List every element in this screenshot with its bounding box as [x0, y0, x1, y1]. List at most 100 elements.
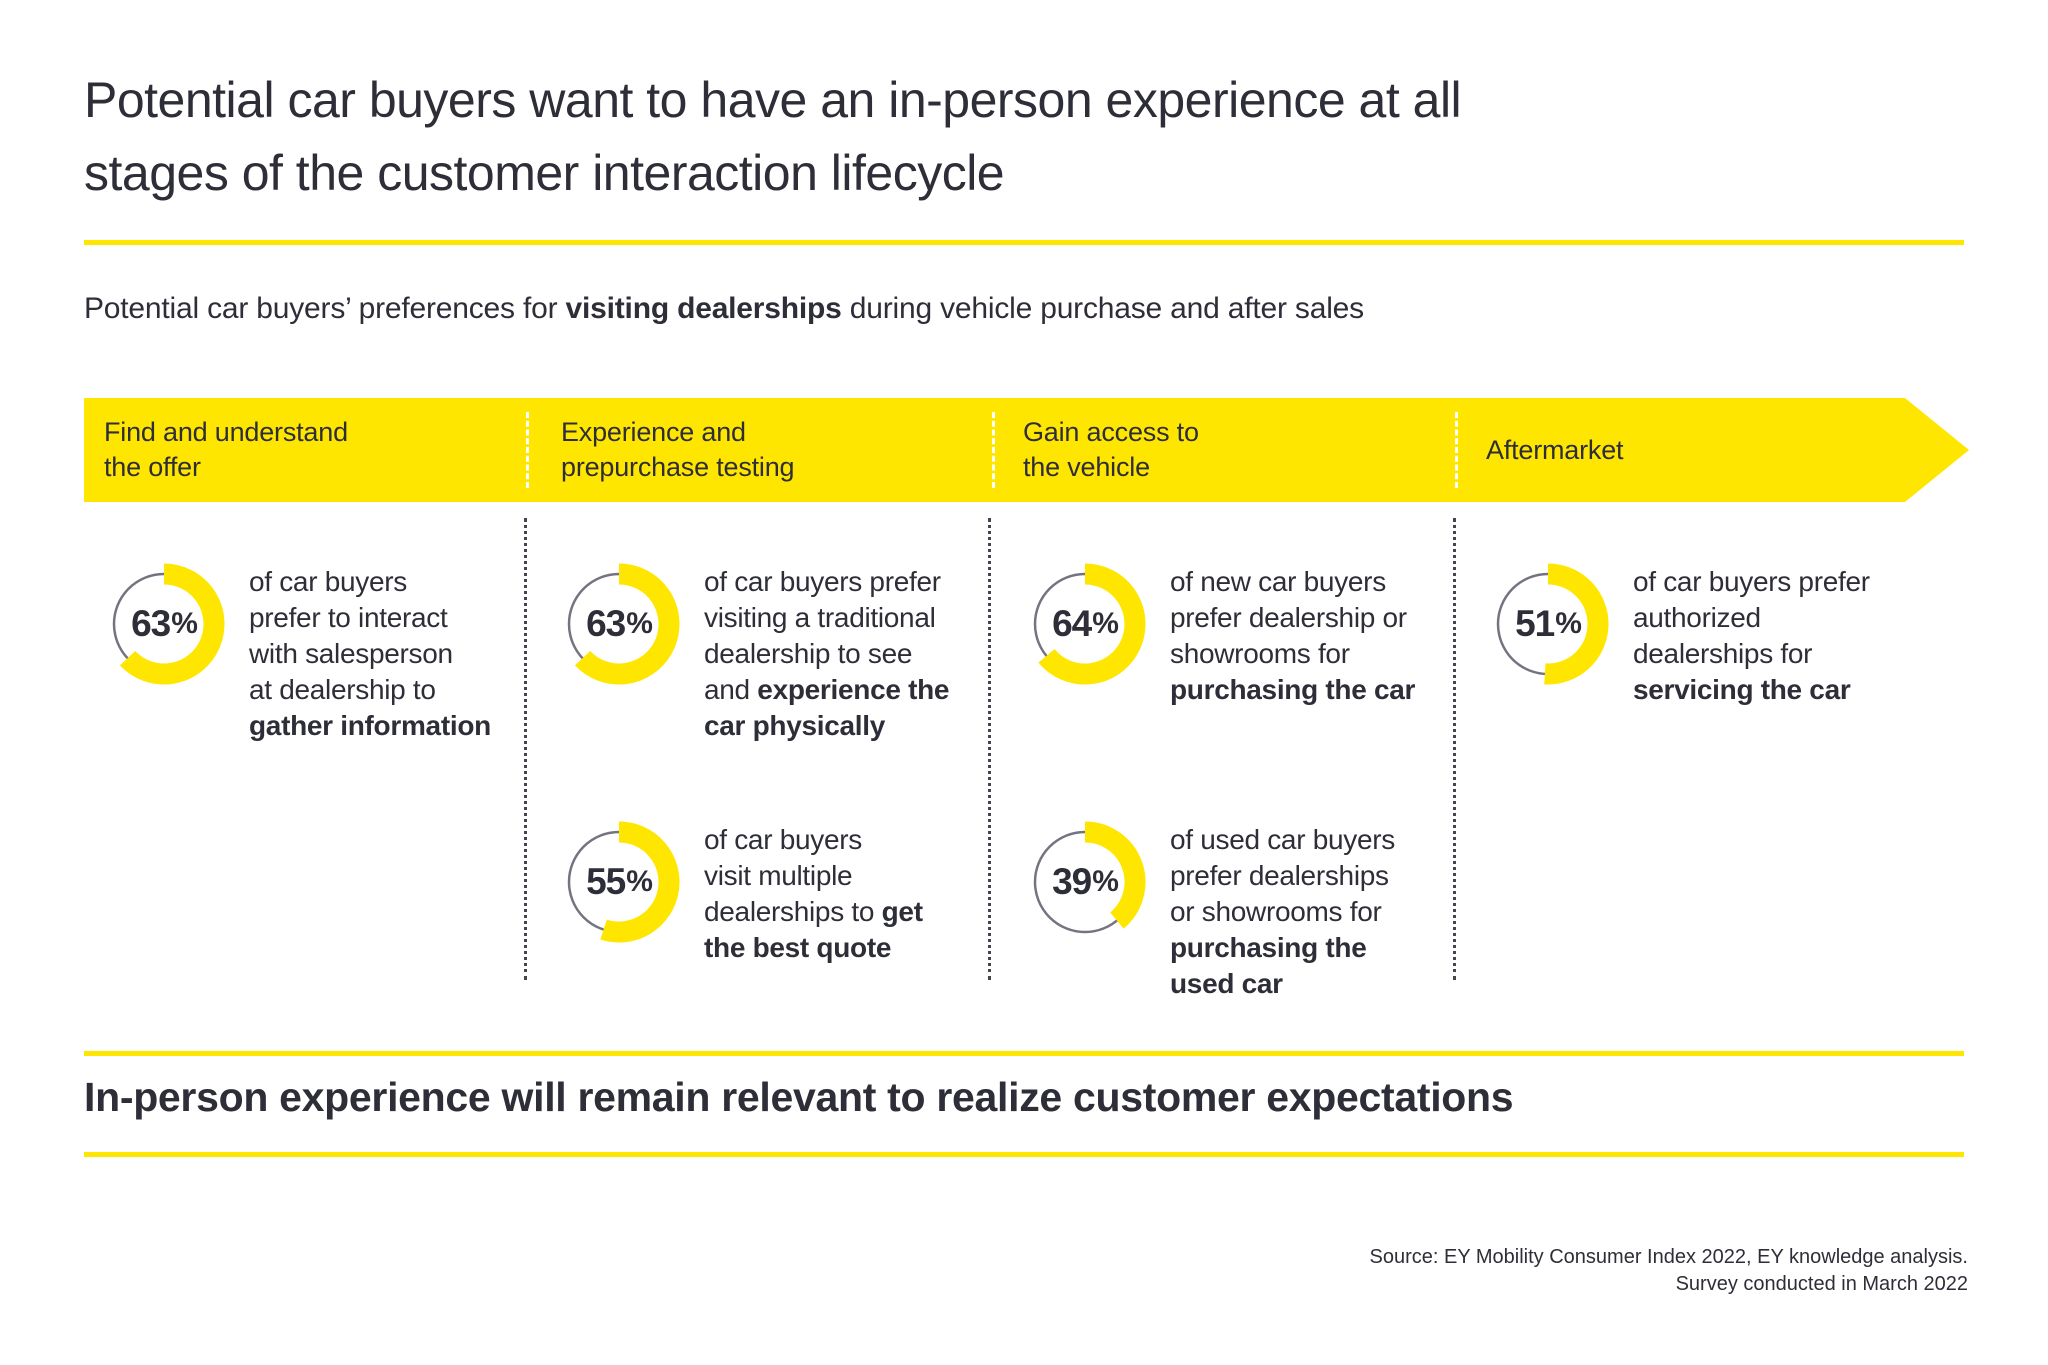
stage-label-line: prepurchase testing — [561, 452, 795, 482]
stage-label-experience-testing: Experience and prepurchase testing — [561, 398, 795, 502]
stat-description-line: prefer dealerships — [1170, 860, 1389, 891]
stage-label-line: the offer — [104, 452, 201, 482]
source-note: Source: EY Mobility Consumer Index 2022,… — [1370, 1244, 1968, 1298]
stat-percent-number: 64 — [1052, 603, 1092, 644]
stat-description-line: at dealership to — [249, 674, 436, 705]
banner-separator — [992, 412, 995, 488]
stat-description-line: and experience the — [704, 674, 950, 705]
percent-sign: % — [1092, 607, 1119, 640]
banner-separator — [526, 412, 529, 488]
stat-description-line: with salesperson — [249, 638, 453, 669]
percent-sign: % — [1555, 607, 1582, 640]
percent-sign: % — [626, 607, 653, 640]
donut-chart: 63% — [558, 563, 680, 685]
divider-line-top — [84, 240, 1964, 245]
percent-sign: % — [171, 607, 198, 640]
stat-description-line: the best quote — [704, 932, 892, 963]
stat-description: of car buyers prefer to interact with sale… — [249, 563, 579, 744]
donut-svg — [112, 563, 225, 685]
stat-percent: 51% — [1487, 563, 1609, 685]
stat-description-line: servicing the car — [1633, 674, 1851, 705]
stat-description-line: used car — [1170, 968, 1283, 999]
percent-sign: % — [626, 865, 653, 898]
page-title-line1: Potential car buyers want to have an in-… — [84, 72, 1462, 128]
source-line2: Survey conducted in March 2022 — [1675, 1273, 1968, 1295]
stat-description-line: of used car buyers — [1170, 824, 1395, 855]
donut-chart: 63% — [103, 563, 225, 685]
stat-percent-number: 63 — [586, 603, 626, 644]
stat-item: 63% of car buyers prefer to interact with s… — [103, 563, 579, 744]
stat-description-line: visiting a traditional — [704, 602, 936, 633]
stage-label-aftermarket: Aftermarket — [1486, 398, 1624, 502]
stage-label-line: Gain access to — [1023, 417, 1199, 447]
subtitle-bold: visiting dealerships — [565, 292, 842, 325]
donut-chart: 51% — [1487, 563, 1609, 685]
donut-svg — [1033, 821, 1146, 934]
stat-description-line: showrooms for — [1170, 638, 1350, 669]
stat-item: 64% of new car buyers prefer dealership or… — [1024, 563, 1500, 708]
percent-sign: % — [1092, 865, 1119, 898]
stat-item: 55% of car buyers visit multiple dealership… — [558, 821, 1034, 966]
stat-description: of used car buyers prefer dealerships or s… — [1170, 821, 1500, 1002]
subtitle-pre: Potential car buyers’ preferences for — [84, 292, 566, 325]
stat-percent: 39% — [1024, 821, 1146, 943]
banner-separator — [1455, 412, 1458, 488]
stat-description-line: authorized — [1633, 602, 1761, 633]
divider-line-bottom-1 — [84, 1051, 1964, 1056]
stage-label-line: Aftermarket — [1486, 434, 1624, 465]
divider-line-bottom-2 — [84, 1152, 1964, 1157]
donut-svg — [1033, 563, 1146, 685]
stat-description-line: gather information — [249, 710, 491, 741]
donut-svg — [1496, 563, 1609, 685]
stat-description: of car buyers prefer authorized dealership… — [1633, 563, 1963, 708]
stat-description-line: of car buyers — [249, 566, 407, 597]
subtitle: Potential car buyers’ preferences for vi… — [84, 292, 1364, 326]
stat-description-line: dealership to see — [704, 638, 913, 669]
stat-description-line: prefer dealership or — [1170, 602, 1407, 633]
stat-description-line: or showrooms for — [1170, 896, 1382, 927]
column-separator — [988, 518, 991, 980]
column-separator — [1453, 518, 1456, 980]
column-separator — [524, 518, 527, 980]
stat-item: 51% of car buyers prefer authorized dealers… — [1487, 563, 1963, 708]
stat-item: 39% of used car buyers prefer dealerships o… — [1024, 821, 1500, 1002]
stat-description-line: prefer to interact — [249, 602, 448, 633]
arrow-tip-icon — [1905, 398, 1969, 502]
stat-description-line: purchasing the — [1170, 932, 1367, 963]
stat-description-line: car physically — [704, 710, 886, 741]
stat-description-line: dealerships for — [1633, 638, 1813, 669]
stat-description-line: visit multiple — [704, 860, 853, 891]
stat-percent-number: 51 — [1515, 603, 1555, 644]
stat-description: of car buyers visit multiple dealerships t… — [704, 821, 1034, 966]
stat-description: of car buyers prefer visiting a tradition… — [704, 563, 1034, 744]
stage-label-gain-access: Gain access to the vehicle — [1023, 398, 1199, 502]
donut-chart: 55% — [558, 821, 680, 943]
bottom-heading: In-person experience will remain relevan… — [84, 1074, 1514, 1120]
stat-description-line: of new car buyers — [1170, 566, 1386, 597]
stat-percent-number: 55 — [586, 861, 626, 902]
stat-percent: 63% — [558, 563, 680, 685]
donut-chart: 64% — [1024, 563, 1146, 685]
stage-label-line: Experience and — [561, 417, 746, 447]
stat-percent: 64% — [1024, 563, 1146, 685]
donut-chart: 39% — [1024, 821, 1146, 943]
stat-percent-number: 39 — [1052, 861, 1092, 902]
stage-label-find-offer: Find and understand the offer — [104, 398, 348, 502]
donut-svg — [567, 563, 680, 685]
stat-description-line: of car buyers — [704, 824, 862, 855]
stat-description-line: of car buyers prefer — [1633, 566, 1870, 597]
stat-description-line: of car buyers prefer — [704, 566, 941, 597]
stat-description: of new car buyers prefer dealership or sho… — [1170, 563, 1500, 708]
subtitle-post: during vehicle purchase and after sales — [841, 292, 1364, 325]
page-title: Potential car buyers want to have an in-… — [84, 64, 1462, 210]
stat-item: 63% of car buyers prefer visiting a tradit… — [558, 563, 1034, 744]
stage-label-line: Find and understand — [104, 417, 348, 447]
stage-label-line: the vehicle — [1023, 452, 1150, 482]
stat-percent: 55% — [558, 821, 680, 943]
source-line1: Source: EY Mobility Consumer Index 2022,… — [1369, 1246, 1968, 1268]
donut-svg — [567, 821, 680, 943]
stat-description-line: purchasing the car — [1170, 674, 1416, 705]
stat-percent-number: 63 — [131, 603, 171, 644]
page-title-line2: stages of the customer interaction lifec… — [84, 145, 1005, 201]
